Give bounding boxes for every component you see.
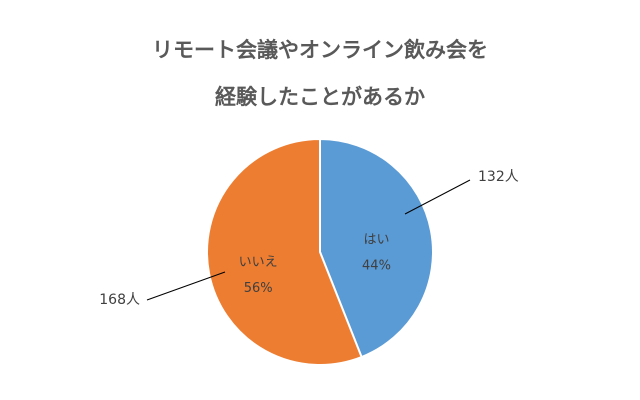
slice-percent-label: 56% (244, 281, 273, 296)
slice-count-label: 132人 (478, 169, 519, 185)
slice-percent-label: 44% (362, 259, 391, 274)
chart-title-line-1: リモート会議やオンライン飲み会を (152, 38, 488, 62)
pie-slices (206, 137, 434, 366)
callout-line (146, 271, 226, 301)
slice-category-label: いいえ (239, 255, 278, 270)
pie-slice-yes (319, 137, 434, 359)
slice-count-label: 168人 (99, 292, 140, 308)
slice-category-label: はい (363, 233, 389, 248)
callout-line (404, 179, 471, 215)
pie-slice-no (206, 137, 363, 366)
chart-title-line-2: 経験したことがあるか (215, 85, 425, 109)
